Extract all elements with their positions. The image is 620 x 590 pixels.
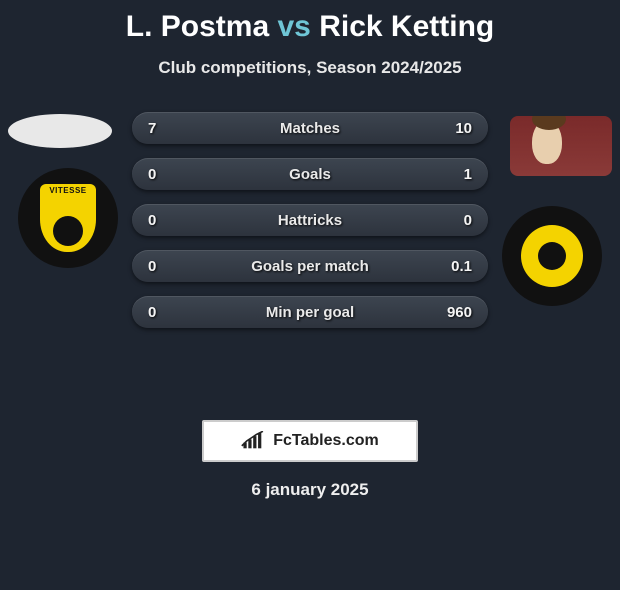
title-vs: vs bbox=[277, 10, 310, 43]
stat-row-goals: 0 Goals 1 bbox=[132, 158, 488, 190]
player2-avatar bbox=[510, 116, 612, 176]
stat-left-value: 0 bbox=[148, 212, 178, 229]
stat-row-hattricks: 0 Hattricks 0 bbox=[132, 204, 488, 236]
stat-label: Min per goal bbox=[266, 304, 354, 321]
stat-left-value: 0 bbox=[148, 258, 178, 275]
stat-label: Matches bbox=[280, 120, 340, 137]
subtitle: Club competitions, Season 2024/2025 bbox=[0, 58, 620, 78]
branding-text: FcTables.com bbox=[273, 432, 379, 450]
bar-chart-icon bbox=[241, 431, 267, 451]
branding-badge[interactable]: FcTables.com bbox=[202, 420, 418, 462]
stat-left-value: 0 bbox=[148, 304, 178, 321]
stat-label: Hattricks bbox=[278, 212, 342, 229]
comparison-panel: VITESSE 7 Matches 10 0 Goals 1 0 Hattric… bbox=[0, 106, 620, 406]
title-player2: Rick Ketting bbox=[319, 10, 494, 43]
player2-club-crest bbox=[502, 206, 602, 306]
stat-right-value: 0.1 bbox=[442, 258, 472, 275]
stat-left-value: 7 bbox=[148, 120, 178, 137]
stat-row-goals-per-match: 0 Goals per match 0.1 bbox=[132, 250, 488, 282]
stat-left-value: 0 bbox=[148, 166, 178, 183]
player1-avatar bbox=[8, 114, 112, 148]
stat-right-value: 960 bbox=[442, 304, 472, 321]
stat-right-value: 0 bbox=[442, 212, 472, 229]
stats-list: 7 Matches 10 0 Goals 1 0 Hattricks 0 0 G… bbox=[132, 112, 488, 328]
stat-row-matches: 7 Matches 10 bbox=[132, 112, 488, 144]
title-player1: L. Postma bbox=[126, 10, 269, 43]
stat-right-value: 10 bbox=[442, 120, 472, 137]
stat-row-min-per-goal: 0 Min per goal 960 bbox=[132, 296, 488, 328]
stat-label: Goals per match bbox=[251, 258, 369, 275]
stat-label: Goals bbox=[289, 166, 331, 183]
date-label: 6 january 2025 bbox=[0, 480, 620, 500]
page-title: L. Postma vs Rick Ketting bbox=[0, 10, 620, 44]
player1-club-crest: VITESSE bbox=[18, 168, 118, 268]
crest-left-label: VITESSE bbox=[49, 186, 86, 195]
stat-right-value: 1 bbox=[442, 166, 472, 183]
